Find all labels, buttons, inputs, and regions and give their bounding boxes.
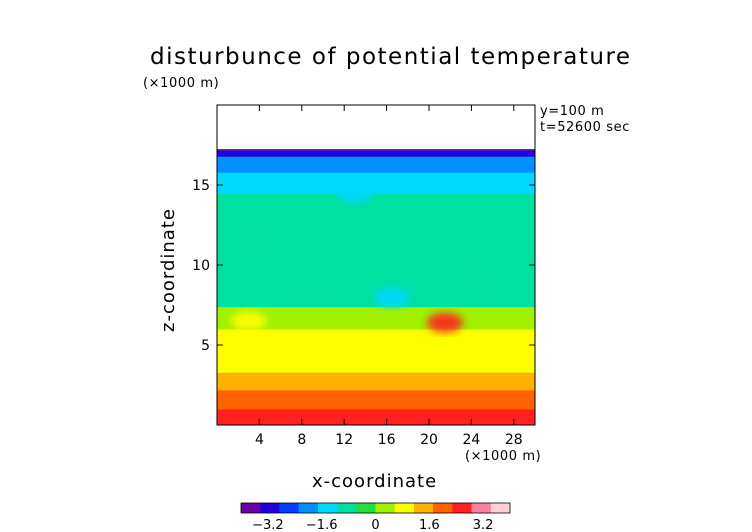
field-feature-0 (426, 312, 463, 333)
field-layer-2 (217, 372, 535, 391)
field-feature-5 (241, 223, 278, 243)
colorbar-segment-9 (413, 503, 434, 513)
colorbar-frame (240, 502, 511, 514)
x-axis-label: x-coordinate (312, 471, 438, 492)
x-tick-label-20: 20 (420, 432, 438, 448)
colorbar-segment-12 (471, 503, 492, 513)
colorbar-segment-8 (394, 503, 415, 513)
x-tick-label-24: 24 (462, 432, 480, 448)
colorbar-tick-label-1: −1.6 (306, 518, 338, 532)
field-layer-3 (217, 351, 535, 373)
field-feature-1 (230, 311, 267, 331)
colorbar-segment-5 (337, 503, 357, 513)
colorbar-tick-label-2: 0 (371, 518, 379, 532)
field-feature-2 (352, 338, 389, 359)
colorbar-segment-6 (356, 503, 376, 513)
x-unit-label: (×1000 m) (465, 449, 542, 464)
colorbar-segment-13 (490, 503, 511, 513)
y-tick-label-10: 10 (192, 258, 210, 274)
colorbar-segment-2 (279, 503, 300, 513)
field-group (217, 149, 535, 426)
colorbar-tick-label-0: −3.2 (252, 518, 284, 532)
y-tick-label-5: 5 (201, 338, 210, 354)
x-tick-label-16: 16 (378, 432, 396, 448)
y-axis-label: z-coordinate (158, 208, 179, 332)
colorbar-tick-label-3: 1.6 (419, 518, 440, 532)
colorbar-segment-7 (375, 503, 396, 513)
field-feature-3 (373, 287, 410, 307)
x-tick-label-8: 8 (297, 432, 306, 448)
colorbar-segment-3 (298, 503, 319, 513)
annotation-time: t=52600 sec (540, 120, 630, 135)
field-layer-8 (217, 156, 535, 173)
x-tick-label-28: 28 (505, 432, 523, 448)
chart-title: disturbunce of potential temperature (150, 44, 632, 70)
colorbar-segment-0 (241, 503, 261, 513)
field-layer-0 (217, 409, 535, 426)
x-tick-label-4: 4 (255, 432, 264, 448)
colorbar-segment-4 (317, 503, 338, 513)
field-feature-4 (336, 183, 373, 203)
field-layer-9 (217, 149, 535, 157)
y-unit-label: (×1000 m) (143, 76, 220, 91)
colorbar-segment-1 (260, 503, 280, 513)
x-tick-label-12: 12 (335, 432, 353, 448)
field-layer-1 (217, 389, 535, 410)
field-feature-7 (283, 279, 320, 299)
y-tick-label-15: 15 (192, 178, 210, 194)
colorbar-tick-label-4: 3.2 (473, 518, 494, 532)
field-feature-6 (464, 271, 500, 291)
colorbar-segment-11 (452, 503, 472, 513)
colorbar-segment-10 (433, 503, 453, 513)
annotation-y: y=100 m (540, 104, 605, 119)
field-layer-7 (217, 172, 535, 194)
